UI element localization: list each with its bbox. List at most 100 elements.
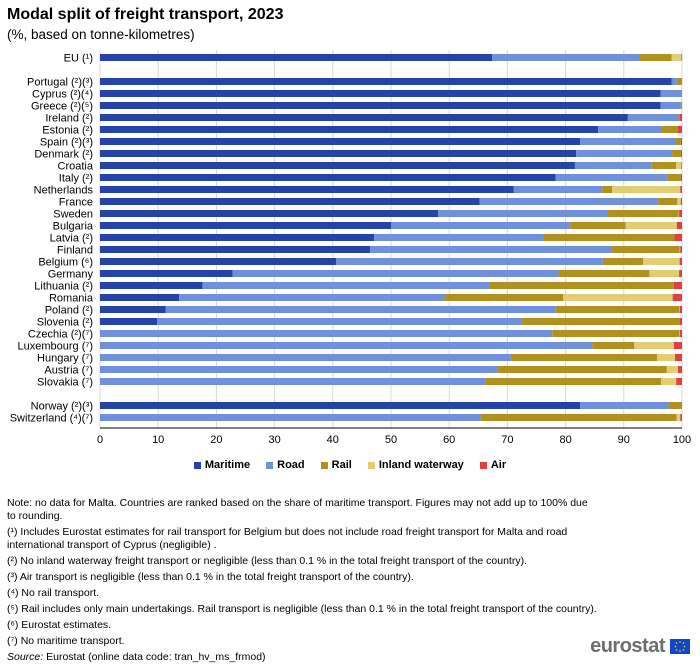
bar-segment-rail (666, 174, 681, 181)
bar-segment-inland-waterway (666, 366, 678, 373)
note-5: (⁵) Rail includes only main undertakings… (7, 603, 597, 615)
bar-segment-road (492, 54, 640, 61)
category-label: France (59, 197, 93, 209)
category-label: Denmark (²) (34, 149, 93, 161)
bar-segment-inland-waterway (634, 342, 674, 349)
bar-segment-air (679, 258, 682, 265)
bar-segment-inland-waterway (625, 222, 677, 229)
note-6: (⁶) Eurostat estimates. (7, 619, 112, 631)
legend-swatch (479, 461, 487, 469)
bar-segment-inland-waterway (676, 162, 682, 169)
legend-label: Maritime (204, 459, 251, 471)
bar-segment-road (100, 342, 593, 349)
bar-segment-maritime (100, 210, 439, 217)
category-label: Estonia (²) (42, 125, 93, 137)
bar-segment-inland-waterway (661, 378, 677, 385)
x-tick-label: 90 (618, 434, 630, 446)
category-label: Poland (²) (45, 305, 93, 317)
bar-segment-inland-waterway (679, 306, 680, 313)
bar-segment-rail (676, 78, 682, 85)
bar-segment-rail (602, 186, 613, 193)
bar-segment-air (679, 270, 682, 277)
source-label: Source: (7, 651, 44, 663)
bar-segment-rail (611, 246, 680, 253)
category-label: Hungary (⁷) (37, 353, 93, 365)
bar-segment-rail (489, 282, 674, 289)
stacked-bar-chart: 0 10 20 30 40 50 60 70 80 90 100 EU (¹) Portugal (²)… (10, 50, 691, 446)
bar-segment-maritime (100, 102, 661, 109)
bar-segment-inland-waterway (677, 198, 681, 205)
category-label: Germany (48, 269, 94, 281)
bar-segment-road (232, 270, 559, 277)
legend-swatch (320, 461, 328, 469)
bar-segment-road (100, 354, 511, 361)
bar-segment-maritime (100, 246, 371, 253)
category-label: Ireland (²) (45, 113, 93, 125)
bar-segment-inland-waterway (671, 54, 682, 61)
legend-label: Air (490, 459, 507, 471)
bar-segment-air (679, 210, 682, 217)
category-label: Austria (⁷) (44, 365, 93, 377)
note-2: (²) No inland waterway freight transport… (7, 555, 528, 567)
x-tick-label: 100 (673, 434, 691, 446)
bar-segment-air (675, 354, 682, 361)
chart-subtitle: (%, based on tonne-kilometres) (7, 27, 195, 42)
bar-segment-air (680, 246, 682, 253)
bar-segment-rail (521, 318, 680, 325)
bar-segment-air (679, 330, 682, 337)
note-main: Note: no data for Malta. Countries are r… (7, 497, 588, 522)
bar-segment-maritime (100, 174, 556, 181)
bar-segment-rail (675, 138, 681, 145)
bar-segment-maritime (100, 222, 391, 229)
legend-swatch (266, 461, 274, 469)
bar-segment-road (100, 330, 553, 337)
bar-segment-rail (444, 294, 564, 301)
legend-swatch (367, 461, 375, 469)
bar-segment-inland-waterway (612, 186, 681, 193)
bar-segment-road (100, 366, 499, 373)
bar-segment-road (660, 102, 681, 109)
bar-segment-rail (639, 54, 672, 61)
bar-segment-road (580, 138, 676, 145)
category-label: Finland (57, 245, 93, 257)
bar-segment-rail (480, 414, 677, 421)
category-label: Croatia (58, 161, 94, 173)
bar-segment-air (672, 294, 682, 301)
category-label: Cyprus (²)(⁴) (32, 89, 93, 101)
bar-segment-rail (651, 162, 677, 169)
category-label: Luxembourg (⁷) (17, 341, 93, 353)
bar-segment-air (681, 54, 683, 61)
note-3: (³) Air transport is negligible (less th… (7, 571, 414, 583)
bar-segment-inland-waterway (643, 258, 680, 265)
bar-segment-rail (570, 222, 626, 229)
bar-segment-maritime (100, 150, 577, 157)
bar-segment-maritime (100, 162, 575, 169)
logo-text: eurostat (590, 635, 665, 657)
bar-segment-air (676, 378, 682, 385)
bar-segment-air (677, 366, 682, 373)
bar-segment-road (574, 162, 652, 169)
category-label: Czechia (²)(⁷) (28, 329, 93, 341)
bar-segment-air (673, 342, 682, 349)
bar-segment-rail (606, 210, 679, 217)
bar-segment-road (576, 150, 673, 157)
x-tick-label: 20 (210, 434, 222, 446)
x-tick-label: 40 (327, 434, 339, 446)
bar-segment-air (681, 162, 683, 169)
category-label: Spain (²)(³) (40, 137, 93, 149)
bar-segment-rail (510, 354, 657, 361)
bar-segment-maritime (100, 234, 375, 241)
x-tick-label: 10 (152, 434, 164, 446)
bar-segment-road (202, 282, 490, 289)
bar-segment-inland-waterway (676, 414, 681, 421)
bar-segment-inland-waterway (563, 294, 673, 301)
bar-segment-road (513, 186, 603, 193)
bar-segment-road (479, 198, 659, 205)
bar-segment-inland-waterway (678, 210, 680, 217)
category-label: Slovenia (²) (37, 317, 93, 329)
bar-segment-air (673, 282, 682, 289)
x-tick-label: 80 (559, 434, 571, 446)
bar-segment-maritime (100, 54, 493, 61)
x-tick-label: 60 (443, 434, 455, 446)
eurostat-logo: eurostat (590, 635, 690, 658)
